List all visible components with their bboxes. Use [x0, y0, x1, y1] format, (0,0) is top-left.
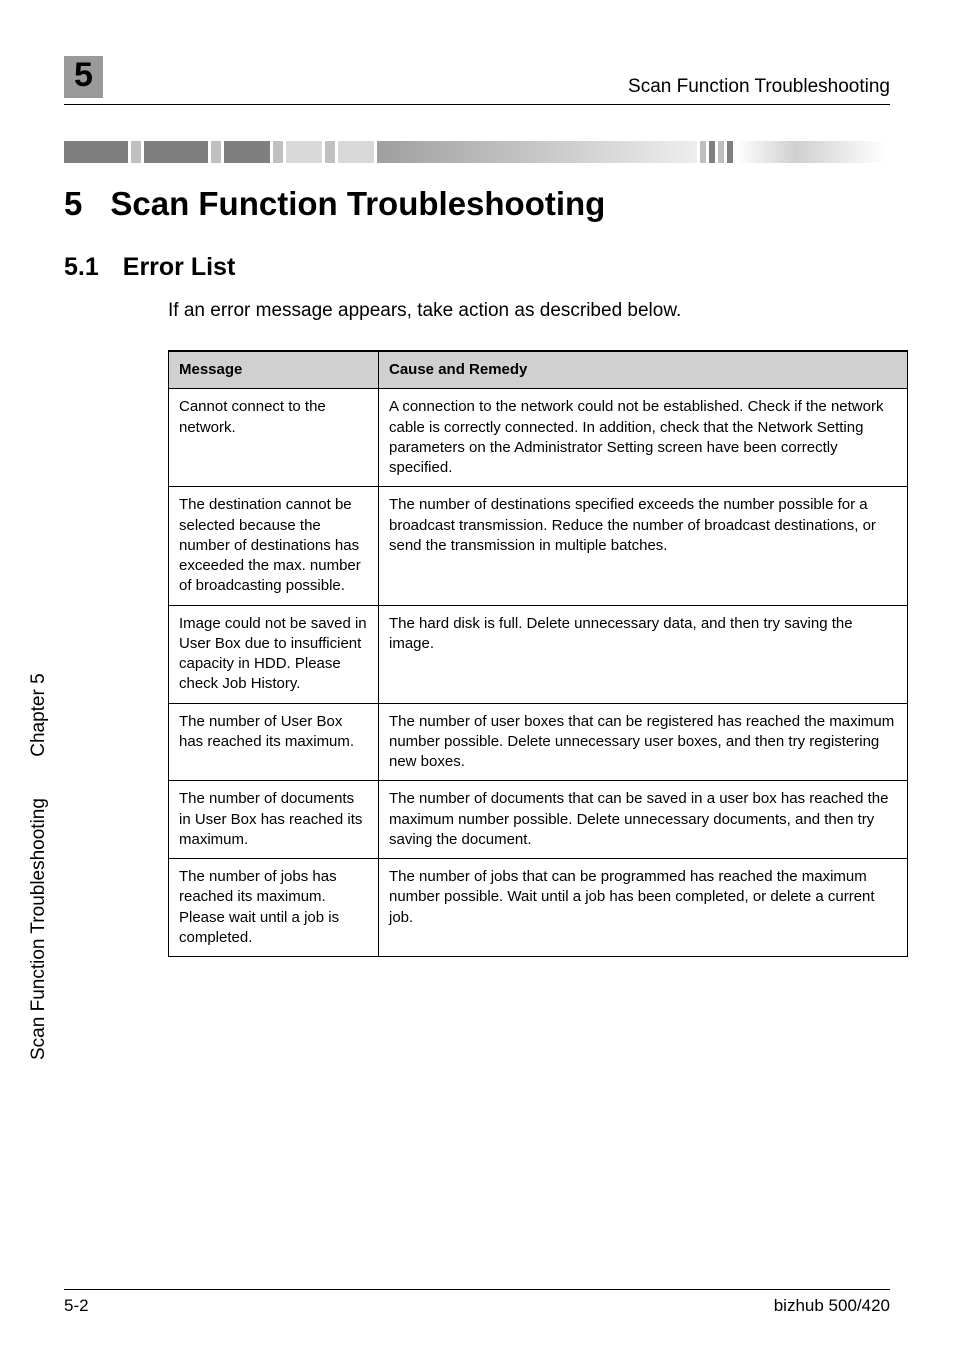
bar-segment	[325, 141, 335, 163]
bar-segment	[718, 141, 724, 163]
chapter-heading-title: Scan Function Troubleshooting	[110, 185, 605, 223]
footer-product: bizhub 500/420	[774, 1296, 890, 1316]
section-intro: If an error message appears, take action…	[168, 300, 890, 322]
cell-cause: The number of documents that can be save…	[379, 781, 908, 859]
page: 5 Scan Function Troubleshooting 5 Scan F…	[0, 0, 954, 1352]
cell-message: The destination cannot be selected becau…	[169, 487, 379, 605]
side-tab-chapter: Chapter 5	[28, 673, 50, 756]
cell-message: The number of jobs has reached its maxim…	[169, 859, 379, 957]
section-heading: 5.1 Error List	[64, 253, 890, 282]
bar-segment	[338, 141, 374, 163]
cell-cause: The hard disk is full. Delete unnecessar…	[379, 605, 908, 703]
running-header: 5 Scan Function Troubleshooting	[64, 56, 890, 105]
bar-segment	[377, 141, 697, 163]
chapter-heading: 5 Scan Function Troubleshooting	[64, 185, 890, 223]
table-row: The destination cannot be selected becau…	[169, 487, 908, 605]
bar-segment	[736, 141, 886, 163]
bar-segment	[211, 141, 221, 163]
cell-cause: The number of destinations specified exc…	[379, 487, 908, 605]
bar-segment	[131, 141, 141, 163]
table-row: The number of jobs has reached its maxim…	[169, 859, 908, 957]
side-tab-text: Scan Function Troubleshooting Chapter 5	[28, 673, 50, 1060]
cell-message: The number of User Box has reached its m…	[169, 703, 379, 781]
table-header-row: Message Cause and Remedy	[169, 351, 908, 389]
running-title: Scan Function Troubleshooting	[628, 76, 890, 98]
error-table: Message Cause and Remedy Cannot connect …	[168, 350, 908, 957]
chapter-heading-number: 5	[64, 185, 82, 223]
cell-cause: The number of jobs that can be programme…	[379, 859, 908, 957]
bar-segment	[273, 141, 283, 163]
table-row: Cannot connect to the network.A connecti…	[169, 389, 908, 487]
bar-segment	[64, 141, 128, 163]
cell-cause: The number of user boxes that can be reg…	[379, 703, 908, 781]
chapter-number: 5	[74, 56, 93, 94]
footer-page-number: 5-2	[64, 1296, 89, 1316]
table-col-message: Message	[169, 351, 379, 389]
bar-segment	[727, 141, 733, 163]
side-tab-title: Scan Function Troubleshooting	[28, 798, 49, 1060]
table-row: The number of documents in User Box has …	[169, 781, 908, 859]
bar-segment	[286, 141, 322, 163]
section-number: 5.1	[64, 253, 99, 282]
table-col-cause: Cause and Remedy	[379, 351, 908, 389]
bar-segment	[709, 141, 715, 163]
bar-segment	[700, 141, 706, 163]
bar-segment	[224, 141, 270, 163]
section-title: Error List	[123, 253, 236, 282]
bar-segment	[144, 141, 208, 163]
cell-message: Image could not be saved in User Box due…	[169, 605, 379, 703]
cell-message: Cannot connect to the network.	[169, 389, 379, 487]
cell-message: The number of documents in User Box has …	[169, 781, 379, 859]
table-row: Image could not be saved in User Box due…	[169, 605, 908, 703]
header-left: 5	[64, 56, 103, 98]
table-row: The number of User Box has reached its m…	[169, 703, 908, 781]
decorative-bars	[64, 135, 890, 163]
page-footer: 5-2 bizhub 500/420	[64, 1289, 890, 1316]
chapter-number-box: 5	[64, 56, 103, 98]
cell-cause: A connection to the network could not be…	[379, 389, 908, 487]
